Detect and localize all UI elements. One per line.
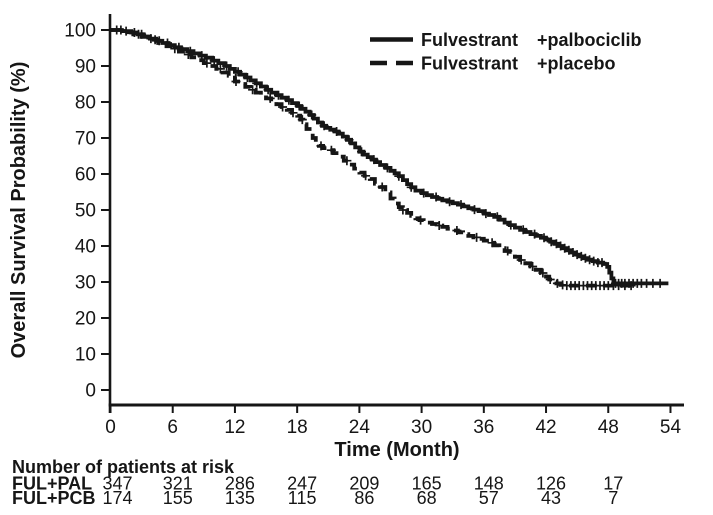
risk-count: 247 — [287, 474, 317, 494]
risk-count: 148 — [474, 474, 504, 494]
y-tick-label: 20 — [75, 309, 96, 330]
y-tick-label: 50 — [75, 201, 96, 222]
risk-table-title: Number of patients at risk — [12, 457, 235, 477]
risk-count: 135 — [225, 488, 255, 508]
x-tick-label: 6 — [167, 417, 178, 438]
y-tick-label: 60 — [75, 165, 96, 186]
risk-count: 57 — [479, 488, 499, 508]
risk-row-label: FUL+PAL — [12, 474, 92, 494]
y-tick-label: 10 — [75, 345, 96, 366]
y-axis-title: Overall Survival Probability (%) — [8, 62, 30, 359]
legend-drug-name: Fulvestrant — [421, 54, 518, 74]
risk-count: 209 — [349, 474, 379, 494]
legend-arm-suffix: +palbociclib — [537, 30, 642, 50]
risk-count: 17 — [603, 474, 623, 494]
risk-count: 321 — [163, 474, 193, 494]
y-tick-label: 70 — [75, 129, 96, 150]
risk-count: 68 — [417, 488, 437, 508]
risk-count: 165 — [412, 474, 442, 494]
x-tick-label: 18 — [287, 417, 308, 438]
y-tick-label: 0 — [85, 381, 96, 402]
risk-count: 115 — [288, 488, 317, 508]
legend-label-palbociclib: Fulvestrant +palbociclib — [421, 30, 642, 50]
censor-marks-placebo — [116, 25, 636, 291]
x-tick-label: 42 — [535, 417, 556, 438]
legend-label-placebo: Fulvestrant +placebo — [421, 54, 616, 74]
legend-arm-suffix: +placebo — [537, 54, 616, 74]
risk-row-label: FUL+PCB — [12, 488, 96, 508]
risk-count: 7 — [608, 488, 618, 508]
risk-count: 155 — [163, 488, 193, 508]
risk-count: 126 — [536, 474, 566, 494]
y-tick-label: 40 — [75, 237, 96, 258]
y-tick-label: 80 — [75, 93, 96, 114]
risk-count: 86 — [354, 488, 374, 508]
risk-count: 347 — [102, 474, 132, 494]
x-tick-label: 48 — [598, 417, 619, 438]
risk-count: 43 — [541, 488, 561, 508]
risk-count: 174 — [102, 488, 132, 508]
x-tick-label: 30 — [411, 417, 432, 438]
y-tick-label: 30 — [75, 273, 96, 294]
x-tick-label: 36 — [473, 417, 494, 438]
risk-count: 286 — [225, 474, 255, 494]
x-tick-label: 12 — [224, 417, 245, 438]
x-axis-title: Time (Month) — [334, 439, 459, 461]
x-tick-label: 24 — [349, 417, 371, 438]
x-tick-label: 54 — [660, 417, 682, 438]
y-tick-label: 90 — [75, 57, 96, 78]
legend-drug-name: Fulvestrant — [421, 30, 518, 50]
x-tick-label: 0 — [105, 417, 116, 438]
y-tick-label: 100 — [64, 21, 96, 42]
